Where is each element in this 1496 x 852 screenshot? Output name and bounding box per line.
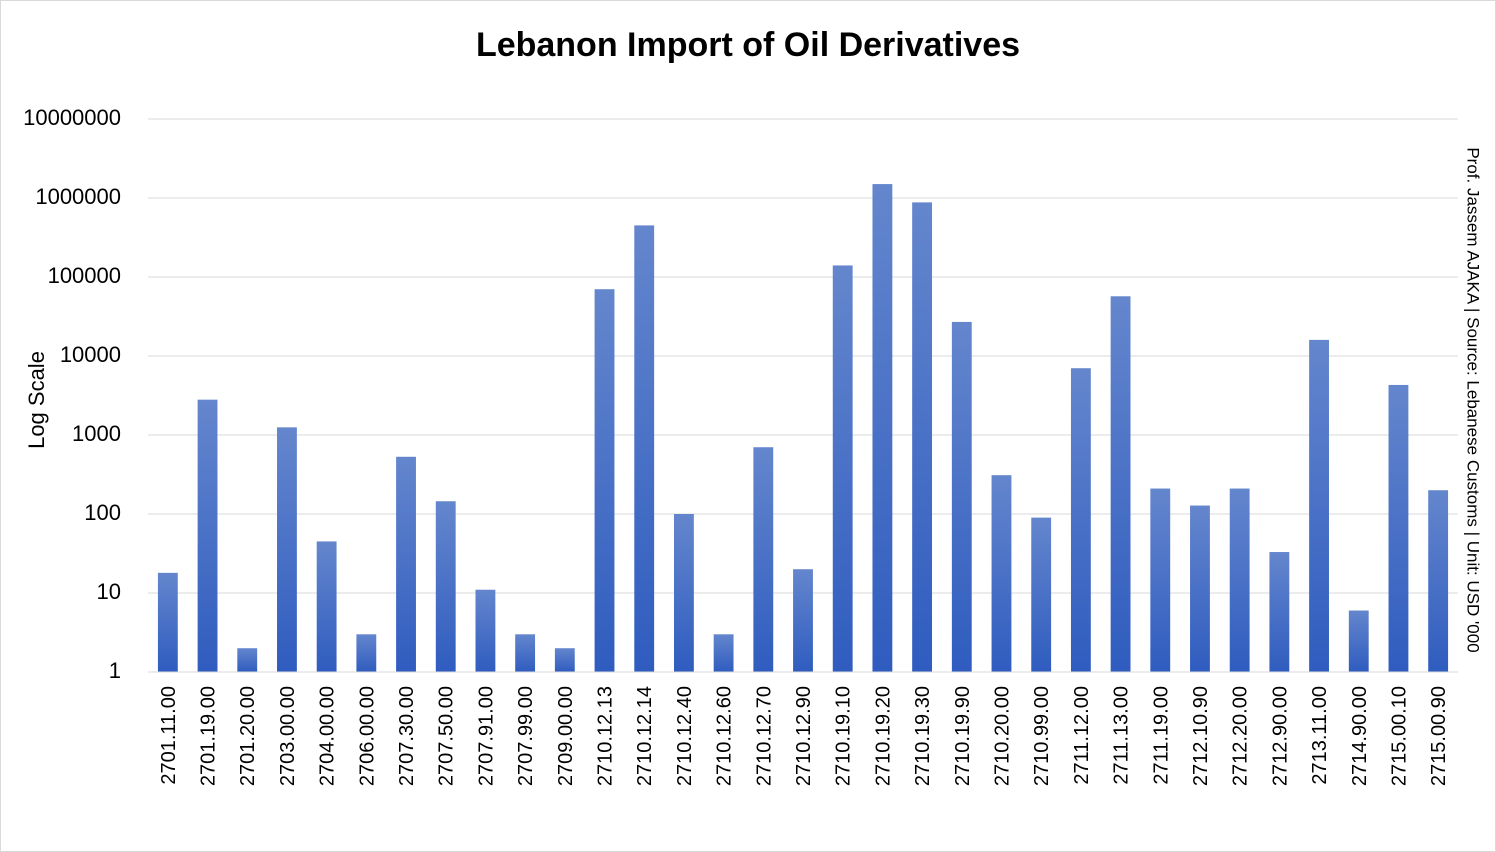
bar — [713, 634, 734, 672]
bar — [1110, 296, 1131, 672]
bar — [515, 634, 536, 672]
bar — [316, 541, 337, 672]
x-tick-label: 2707.50.00 — [436, 686, 458, 786]
bar — [951, 321, 972, 672]
x-tick-label: 2715.00.90 — [1428, 686, 1450, 786]
x-tick-label: 2707.30.00 — [396, 686, 418, 786]
bar — [277, 427, 297, 672]
y-axis-ticks: 1 10 100 1000 10000 100000 1000000 10000000 — [23, 105, 121, 683]
y-tick-label: 10 — [97, 579, 121, 604]
bar — [793, 569, 813, 672]
x-tick-label: 2714.90.00 — [1349, 686, 1371, 786]
x-tick-label: 2701.19.00 — [198, 686, 220, 786]
y-tick-label: 10000 — [60, 342, 121, 367]
bar — [1190, 505, 1210, 672]
x-tick-label: 2710.12.90 — [793, 686, 815, 786]
bar — [594, 289, 615, 672]
bar — [753, 447, 774, 672]
x-tick-label: 2704.00.00 — [317, 686, 339, 786]
bar — [1150, 488, 1171, 672]
x-tick-label: 2710.20.00 — [991, 686, 1013, 786]
bar — [435, 501, 456, 672]
chart-title: Lebanon Import of Oil Derivatives — [476, 26, 1020, 64]
y-tick-label: 100000 — [48, 263, 121, 288]
y-tick-label: 1 — [109, 658, 121, 683]
bar — [1388, 384, 1409, 672]
bar — [1309, 339, 1329, 672]
bar — [1269, 552, 1290, 672]
bar — [991, 475, 1012, 672]
x-tick-label: 2712.90.00 — [1269, 686, 1291, 786]
y-tick-label: 1000 — [72, 421, 121, 446]
bar — [872, 184, 893, 672]
x-tick-label: 2715.00.10 — [1388, 686, 1410, 786]
bar — [157, 572, 178, 672]
bar — [237, 648, 258, 672]
bar — [1070, 368, 1091, 672]
x-tick-label: 2710.19.90 — [952, 686, 974, 786]
x-tick-label: 2703.00.00 — [277, 686, 299, 786]
bar — [554, 648, 575, 672]
x-tick-label: 2710.12.40 — [674, 686, 696, 786]
credit-note: Prof. Jassem AJAKA | Source: Lebanese Cu… — [1464, 147, 1483, 652]
x-tick-label: 2706.00.00 — [356, 686, 378, 786]
x-tick-label: 2707.99.00 — [515, 686, 537, 786]
y-tick-label: 10000000 — [23, 105, 121, 130]
x-tick-label: 2701.11.00 — [158, 686, 180, 785]
x-tick-label: 2710.99.00 — [1031, 686, 1053, 786]
bar — [1428, 490, 1449, 672]
bar — [356, 634, 377, 672]
x-tick-label: 2701.20.00 — [237, 686, 259, 786]
x-tick-label: 2711.12.00 — [1071, 686, 1093, 785]
bars — [157, 184, 1449, 672]
x-tick-label: 2710.19.20 — [872, 686, 894, 786]
x-tick-label: 2710.12.13 — [595, 686, 617, 786]
bar — [1229, 488, 1250, 672]
x-tick-label: 2711.19.00 — [1150, 686, 1172, 785]
bar — [396, 456, 416, 672]
y-tick-label: 1000000 — [35, 184, 121, 209]
x-tick-label: 2713.11.00 — [1309, 686, 1331, 785]
y-axis-label: Log Scale — [24, 351, 49, 449]
bar — [475, 589, 496, 672]
x-tick-label: 2712.20.00 — [1230, 686, 1252, 786]
bar — [1031, 517, 1052, 672]
bar — [832, 265, 853, 672]
x-tick-label: 2709.00.00 — [555, 686, 577, 786]
x-tick-label: 2712.10.90 — [1190, 686, 1212, 786]
x-tick-label: 2707.91.00 — [475, 686, 497, 786]
x-tick-label: 2711.13.00 — [1111, 686, 1133, 785]
y-tick-label: 100 — [84, 500, 121, 525]
bar — [634, 225, 655, 672]
x-axis-ticks: 2701.11.00 2701.19.00 2701.20.00 2703.00.00… — [158, 686, 1450, 786]
x-tick-label: 2710.12.14 — [634, 686, 656, 786]
bar — [912, 202, 933, 672]
x-tick-label: 2710.19.10 — [833, 686, 855, 786]
x-tick-label: 2710.19.30 — [912, 686, 934, 786]
x-tick-label: 2710.12.60 — [714, 686, 736, 786]
bar — [1348, 610, 1369, 672]
bar — [197, 399, 218, 672]
bar — [673, 514, 694, 672]
x-tick-label: 2710.12.70 — [753, 686, 775, 786]
